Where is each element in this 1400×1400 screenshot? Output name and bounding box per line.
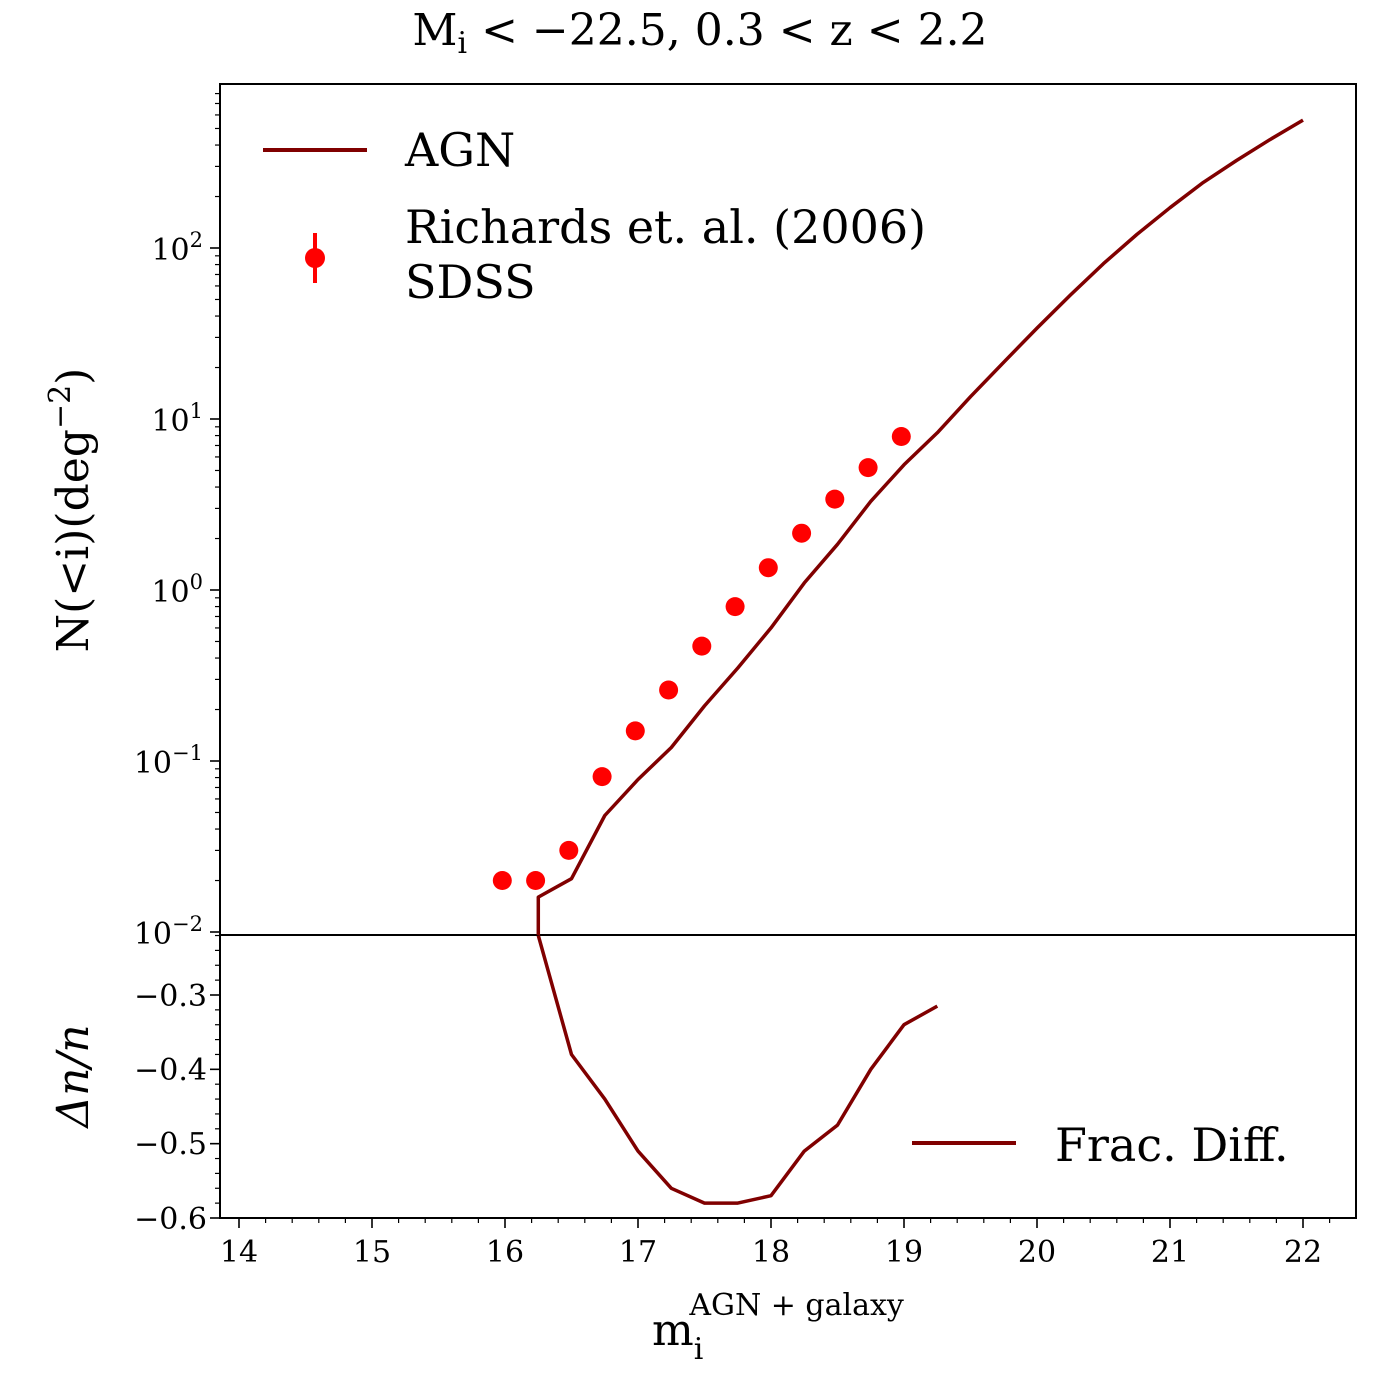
- richards-data-point: [891, 427, 911, 446]
- ytick-label-1e0: 100: [151, 570, 203, 610]
- richards-data-point: [825, 489, 845, 509]
- chart-title: Mi < −22.5, 0.3 < z < 2.2: [412, 5, 987, 61]
- richards-data-point: [858, 458, 878, 478]
- xtick-label-18: 18: [752, 1235, 790, 1270]
- xtick-label-14: 14: [220, 1235, 258, 1270]
- legend-label-agn: AGN: [404, 123, 515, 177]
- xtick-label-15: 15: [353, 1235, 391, 1270]
- ytick-label-m0.5: −0.5: [134, 1127, 207, 1162]
- frac-diff-line: [536, 935, 939, 1205]
- xtick-label-21: 21: [1151, 1235, 1189, 1270]
- richards-data-point: [758, 558, 778, 578]
- legend-label-sdss: SDSS: [405, 255, 536, 309]
- top-y-tick-labels: 10−2 10−1 100 101 102: [134, 228, 203, 952]
- richards-data-point: [792, 523, 812, 543]
- legend-label-frac-diff: Frac. Diff.: [1055, 1118, 1289, 1172]
- ytick-label-1e2: 102: [151, 228, 203, 268]
- bottom-y-axis-label: Δn/n: [48, 1024, 99, 1129]
- top-y-axis-ticks: [210, 92, 220, 933]
- ytick-label-1e-2: 10−2: [134, 912, 203, 952]
- xtick-label-19: 19: [885, 1235, 923, 1270]
- ytick-label-1e1: 101: [151, 399, 203, 439]
- top-y-axis-label: N(<i)(deg−2): [43, 368, 99, 653]
- x-tick-labels: 14 15 16 17 18 19 20 21 22: [220, 1235, 1322, 1270]
- ytick-label-1e-1: 10−1: [134, 741, 203, 781]
- xtick-label-16: 16: [486, 1235, 524, 1270]
- ytick-label-m0.3: −0.3: [134, 979, 207, 1014]
- bottom-legend: Frac. Diff.: [912, 1118, 1289, 1172]
- bottom-panel-series: [536, 935, 939, 1205]
- richards-data-point: [559, 840, 579, 860]
- top-panel-series: [492, 118, 1304, 935]
- richards-data-point: [625, 721, 645, 741]
- legend-label-richards: Richards et. al. (2006): [405, 200, 926, 254]
- xtick-label-20: 20: [1018, 1235, 1056, 1270]
- richards-data-point: [659, 680, 679, 700]
- richards-data-point: [725, 597, 745, 617]
- ytick-label-m0.6: −0.6: [134, 1202, 207, 1237]
- bottom-y-tick-labels: −0.3 −0.4 −0.5 −0.6: [134, 979, 207, 1237]
- xtick-label-22: 22: [1284, 1235, 1322, 1270]
- top-legend: AGN Richards et. al. (2006) SDSS: [263, 123, 926, 309]
- bottom-y-axis-ticks: [210, 934, 220, 1219]
- ytick-label-m0.4: −0.4: [134, 1053, 207, 1088]
- bottom-panel-frame: [219, 934, 1357, 1219]
- richards-data-point: [492, 871, 512, 890]
- x-axis-ticks: [238, 1218, 1331, 1228]
- richards-data-point: [592, 767, 612, 787]
- richards-data-point: [692, 636, 712, 656]
- agn-model-line: [536, 118, 1304, 935]
- xtick-label-17: 17: [619, 1235, 657, 1270]
- x-axis-label: miAGN + galaxy: [652, 1288, 904, 1367]
- legend-marker-richards: [305, 248, 325, 268]
- richards-data-point: [526, 871, 546, 890]
